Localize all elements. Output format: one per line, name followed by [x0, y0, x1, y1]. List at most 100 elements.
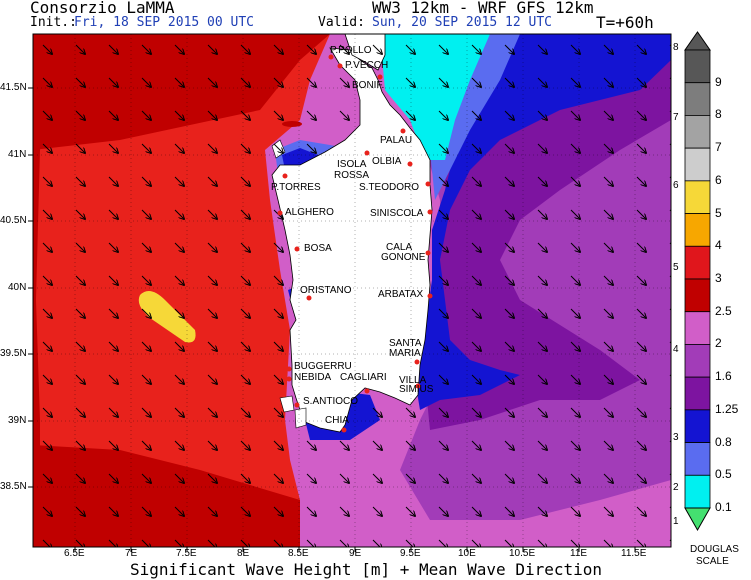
- wave-arrow: [75, 473, 85, 483]
- wave-arrow: [504, 473, 514, 483]
- wave-arrow: [438, 539, 448, 547]
- wave-arrow: [471, 110, 481, 120]
- wave-arrow: [339, 44, 349, 54]
- wave-arrow: [273, 407, 283, 417]
- sea-darkred-nw: [33, 34, 330, 150]
- wave-arrow: [438, 242, 448, 252]
- city-label: CHIA: [325, 415, 349, 426]
- wave-arrow: [636, 209, 646, 219]
- wave-arrow: [108, 374, 118, 384]
- wave-arrow: [108, 44, 118, 54]
- lon-tick-label: 9E: [349, 548, 362, 559]
- sea-yellow: [138, 291, 196, 343]
- wave-arrow: [42, 275, 52, 285]
- wave-arrow: [471, 308, 481, 318]
- douglas-scale-label: 3: [673, 432, 679, 443]
- wave-arrow: [240, 374, 250, 384]
- wave-arrow: [636, 506, 646, 516]
- wave-arrow: [207, 341, 217, 351]
- wave-arrow: [471, 209, 481, 219]
- city-label: OLBIA: [372, 156, 402, 167]
- douglas-scale-label: 8: [673, 42, 679, 53]
- wave-arrow: [207, 506, 217, 516]
- wave-arrow: [108, 539, 118, 547]
- model-title: WW3 12km - WRF GFS 12km: [372, 0, 594, 17]
- wave-arrow: [207, 242, 217, 252]
- wave-arrow: [174, 209, 184, 219]
- lon-tick-label: 8.5E: [288, 548, 309, 559]
- wave-arrow: [570, 143, 580, 153]
- wave-arrow: [75, 374, 85, 384]
- wave-arrow: [636, 110, 646, 120]
- wave-arrow: [141, 143, 151, 153]
- douglas-scale-label: 4: [673, 344, 679, 355]
- wave-arrow: [273, 242, 283, 252]
- wave-arrow: [207, 473, 217, 483]
- wave-arrow: [240, 44, 250, 54]
- wave-arrow: [207, 44, 217, 54]
- lat-tick-label: 41N: [8, 149, 27, 160]
- sea-cyan: [380, 34, 490, 160]
- wave-arrow: [273, 44, 283, 54]
- wave-arrow: [108, 143, 118, 153]
- wave-arrow: [537, 539, 547, 547]
- wave-arrow: [570, 407, 580, 417]
- wave-arrow: [174, 341, 184, 351]
- wave-arrow: [570, 374, 580, 384]
- wave-arrow: [537, 242, 547, 252]
- wave-arrow: [504, 209, 514, 219]
- wave-arrow: [603, 539, 613, 547]
- wave-arrow: [339, 473, 349, 483]
- wave-arrow: [603, 374, 613, 384]
- wave-arrow: [570, 506, 580, 516]
- wave-arrow: [471, 506, 481, 516]
- wave-arrow: [603, 308, 613, 318]
- wave-arrow: [570, 473, 580, 483]
- map-frame: [32, 33, 672, 548]
- wave-arrow: [174, 539, 184, 547]
- sardinia-land: [271, 47, 433, 433]
- wave-arrow: [537, 506, 547, 516]
- wave-arrow: [306, 440, 316, 450]
- wave-arrow: [75, 176, 85, 186]
- wave-arrow: [603, 440, 613, 450]
- wave-arrow: [603, 275, 613, 285]
- city-label: ROSSA: [334, 170, 370, 181]
- wave-arrow: [636, 44, 646, 54]
- wave-arrow: [141, 209, 151, 219]
- douglas-scale-label: 5: [673, 262, 679, 273]
- city-label: P.POLLO: [330, 45, 372, 56]
- wave-arrow: [471, 44, 481, 54]
- grid-lines: [33, 34, 671, 547]
- wave-arrow: [273, 308, 283, 318]
- wave-arrow: [75, 275, 85, 285]
- colorbar-value-label: 0.8: [715, 434, 732, 449]
- wave-arrow: [405, 539, 415, 547]
- colorbar-value-label: 9: [715, 74, 722, 89]
- wave-arrow: [636, 242, 646, 252]
- wave-arrow: [174, 77, 184, 87]
- wave-arrow: [207, 110, 217, 120]
- wave-arrow: [438, 176, 448, 186]
- city-label: ALGHERO: [285, 207, 334, 218]
- wave-arrow: [240, 77, 250, 87]
- wave-direction-arrows: [42, 44, 671, 547]
- wave-arrow: [636, 77, 646, 87]
- forecast-step: T=+60h: [596, 13, 654, 32]
- wave-arrow: [471, 242, 481, 252]
- wave-arrow: [174, 242, 184, 252]
- wave-arrow: [306, 77, 316, 87]
- wave-arrow: [438, 110, 448, 120]
- wave-arrow: [174, 275, 184, 285]
- wave-arrow: [339, 539, 349, 547]
- wave-arrow: [438, 77, 448, 87]
- city-label: NEBIDA: [294, 372, 332, 383]
- colorbar-value-label: 2: [715, 336, 722, 351]
- wave-arrow: [75, 209, 85, 219]
- wave-arrow: [141, 341, 151, 351]
- wave-arrow: [240, 473, 250, 483]
- wave-arrow: [339, 77, 349, 87]
- wave-arrow: [504, 275, 514, 285]
- wave-arrow: [108, 308, 118, 318]
- wave-arrow: [108, 407, 118, 417]
